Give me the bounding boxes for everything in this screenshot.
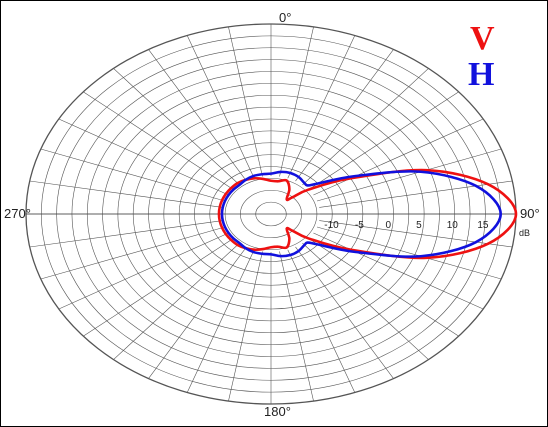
grid-spoke [58, 118, 229, 196]
angle-label-bottom: 180° [264, 404, 291, 419]
legend-v: V [470, 20, 495, 57]
grid-spoke [29, 180, 223, 208]
grid-spoke [279, 26, 314, 177]
grid-spoke [148, 246, 247, 379]
trace-h [220, 170, 502, 258]
grid-spoke [308, 238, 459, 337]
grid-spoke [113, 68, 240, 186]
grid-spoke [295, 49, 394, 182]
grid-spoke [148, 49, 247, 182]
grid-spoke [29, 220, 223, 248]
grid-spoke [113, 242, 240, 360]
angle-label-top: 0° [279, 10, 292, 25]
grid-spoke [186, 249, 255, 393]
radial-tick-label: 15 [477, 220, 489, 231]
grid-spoke [319, 220, 513, 248]
grid-spoke [228, 26, 263, 177]
grid-spoke [279, 251, 314, 402]
polar-grid [25, 23, 517, 405]
grid-spoke [83, 238, 234, 337]
grid-spoke [313, 232, 484, 310]
radial-tick-label: -5 [354, 220, 364, 231]
radial-tick-label: 0 [385, 220, 392, 231]
grid-spoke [319, 180, 513, 208]
grid-spoke [58, 232, 229, 310]
radial-tick-label: 10 [446, 220, 458, 231]
grid-spoke [308, 91, 459, 190]
grid-spoke [83, 91, 234, 190]
grid-spoke [295, 246, 394, 379]
grid-spoke [228, 251, 263, 402]
grid-spoke [287, 249, 356, 393]
pattern-traces [217, 168, 518, 260]
grid-spoke [302, 242, 429, 360]
grid-spoke [316, 148, 502, 202]
legend-h: H [468, 56, 495, 93]
grid-spoke [186, 35, 255, 179]
grid-spoke [302, 68, 429, 186]
grid-spoke [40, 226, 226, 280]
radial-unit-label: dB [519, 228, 531, 238]
trace-v [217, 168, 518, 260]
grid-spoke [313, 118, 484, 196]
angle-label-left: 270° [4, 206, 31, 221]
radial-tick-label: -10 [324, 220, 339, 231]
grid-spoke [40, 148, 226, 202]
grid-spoke [316, 226, 502, 280]
grid-spoke [287, 35, 356, 179]
radial-tick-label: 5 [416, 220, 422, 231]
angle-label-right: 90° [520, 206, 540, 221]
